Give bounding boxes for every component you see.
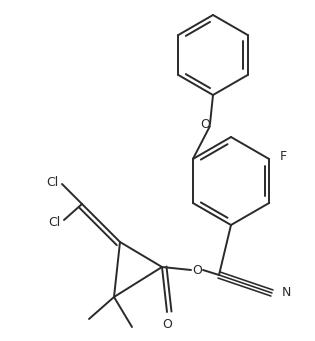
- Text: Cl: Cl: [48, 216, 60, 228]
- Text: O: O: [192, 264, 202, 277]
- Text: Cl: Cl: [46, 176, 58, 189]
- Text: F: F: [279, 150, 287, 163]
- Text: N: N: [281, 286, 291, 299]
- Text: O: O: [162, 317, 172, 330]
- Text: O: O: [200, 119, 210, 132]
